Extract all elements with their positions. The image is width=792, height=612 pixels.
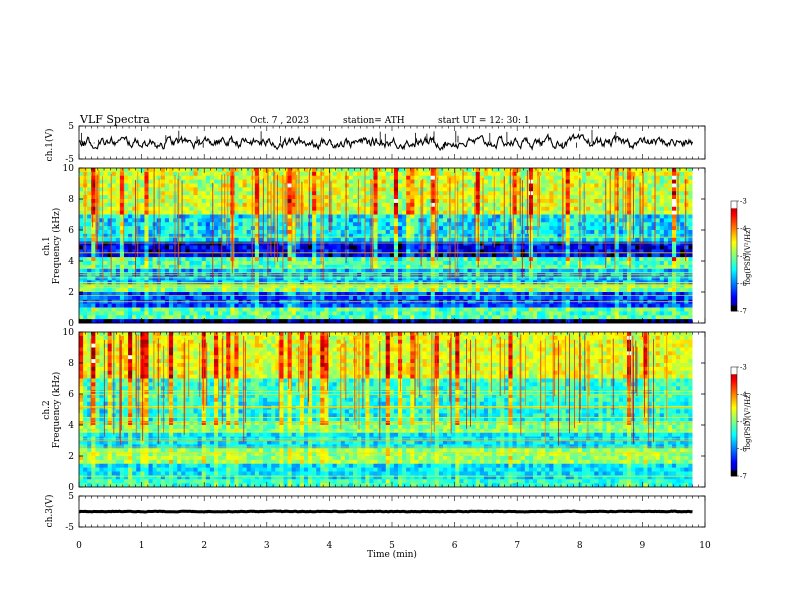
ch2-spectrogram-ylabel: Frequency (kHz) [51,372,62,449]
ch1-waveform-ytick: -5 [65,155,74,165]
x-tick-label: 1 [139,541,145,551]
figure-title: VLF Spectra [79,113,150,126]
ch1-waveform-line [78,132,694,152]
ch2-spectrogram-ytick: 0 [68,483,74,493]
ch1-spectrogram-ytick: 4 [68,257,74,267]
ch2-spectrogram-ytick: 4 [68,421,74,431]
x-tick-label: 10 [699,541,711,551]
x-tick-label: 3 [264,541,270,551]
x-tick-label: 2 [201,541,207,551]
ch2-spectrogram-image [78,332,705,488]
ch2-spectrogram-ylabel-top: ch.2 [42,400,52,419]
x-tick-label: 4 [327,541,333,551]
ch2-colorbar-tick: -7 [740,473,747,481]
ch2-colorbar-tick: -5 [740,418,747,426]
x-tick-label: 6 [452,541,458,551]
ch1-spectrogram-ylabel: Frequency (kHz) [51,208,62,285]
ch1-colorbar-tick: -5 [740,253,747,261]
ch1-spectrogram-ylabel-top: ch.1 [42,236,52,255]
ch2-colorbar-tick: -3 [740,364,747,372]
header-station: station= ATH [343,116,405,126]
x-tick-label: 0 [76,541,82,551]
colorbars: -3 -4 -5 -6 -7 -3 -4 -5 -6 -7 [730,198,747,481]
x-tick-label: 7 [514,541,520,551]
header-start-time: start UT = 12: 30: 1 [438,116,530,126]
ch1-waveform-trace [78,129,694,152]
ch2-colorbar-tick: -6 [740,445,747,453]
ch3-waveform-line [79,509,693,514]
x-axis-label: Time (min) [367,549,417,560]
ch2-colorbar-label: log(PSD)(V²/Hz) [744,392,752,449]
ch1-colorbar-tick: -4 [740,225,747,233]
ch2-spectrogram-ytick: 8 [68,359,74,369]
ch1-spectrogram-ytick: 8 [68,195,74,205]
ch1-spectrogram-image [78,168,705,324]
ch2-spectrogram-ytick: 2 [68,452,74,462]
ch3-waveform-ytick: -5 [65,523,74,533]
ch1-colorbar-label: log(PSD)(V²/Hz) [744,227,752,284]
header-date: Oct. 7 , 2023 [250,116,309,126]
ch1-spectrogram-ytick: 6 [68,226,74,236]
ch2-spectrogram-ytick: 6 [68,390,74,400]
ch1-spectrogram-ytick: 10 [63,164,75,174]
x-tick-label: 8 [577,541,583,551]
x-tick-label: 9 [640,541,646,551]
ch1-colorbar-tick: -7 [740,308,747,316]
ch1-colorbar-tick: -3 [740,198,747,206]
ch1-spectrogram-ytick: 2 [68,288,74,298]
ch2-colorbar-tick: -4 [740,391,747,399]
ch3-waveform-ytick: 5 [68,492,74,502]
ch1-spectrogram-ytick: 0 [68,319,74,329]
ch1-waveform-ytick: 5 [68,122,74,132]
ch1-waveform-ylabel: ch.1(V) [44,129,55,162]
ch1-colorbar-tick: -6 [740,280,747,288]
ch3-waveform-trace [79,509,693,514]
ch3-waveform-ylabel: ch.3(V) [44,495,55,528]
ch2-spectrogram-ytick: 10 [63,328,75,338]
x-tick-label: 5 [389,541,395,551]
